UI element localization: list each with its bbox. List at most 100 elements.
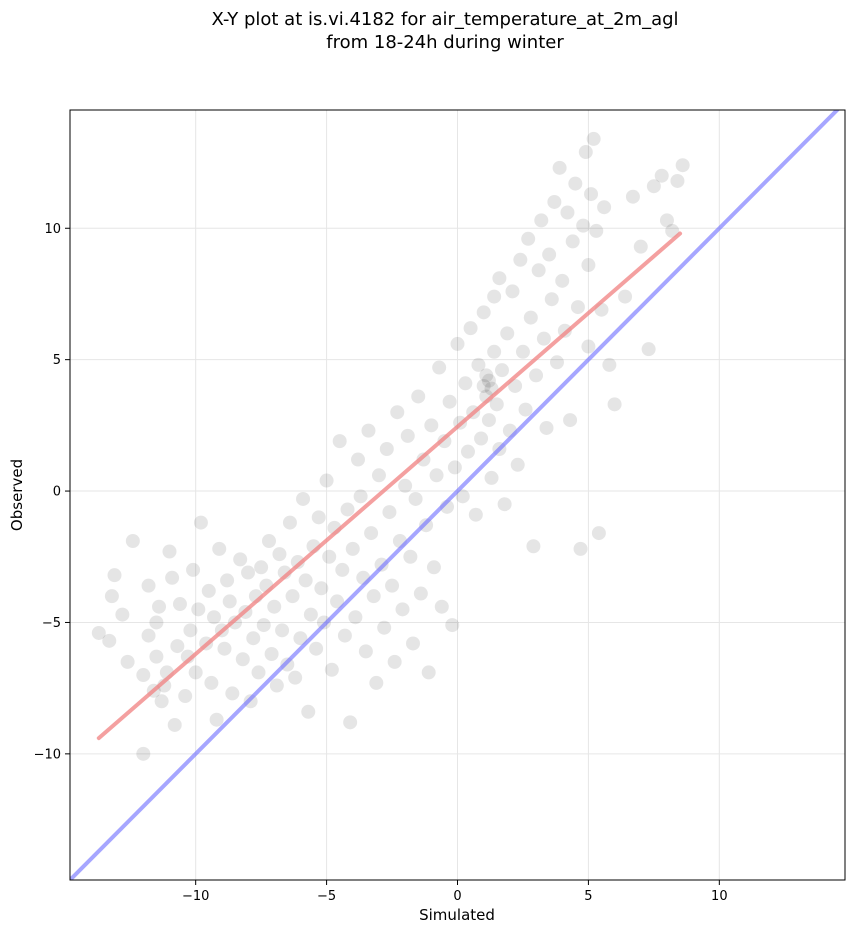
data-point xyxy=(107,568,122,583)
data-point xyxy=(455,489,470,504)
data-point xyxy=(186,562,201,577)
y-tick-label: 5 xyxy=(53,353,61,368)
data-point xyxy=(542,247,557,262)
data-point xyxy=(303,607,318,622)
data-point xyxy=(178,689,193,704)
data-point xyxy=(204,675,219,690)
data-point xyxy=(400,428,415,443)
data-point xyxy=(264,646,279,661)
data-point xyxy=(136,746,151,761)
data-point xyxy=(193,515,208,530)
data-point xyxy=(293,631,308,646)
data-point xyxy=(578,145,593,160)
data-point xyxy=(301,704,316,719)
data-point xyxy=(474,431,489,446)
data-point xyxy=(403,549,418,564)
data-point xyxy=(377,620,392,635)
data-point xyxy=(479,368,494,383)
data-point xyxy=(351,452,366,467)
data-point xyxy=(345,541,360,556)
data-point xyxy=(481,413,496,428)
axis-ticks: −10 −5 0 5 10 −10 −5 0 5 10 xyxy=(34,222,728,904)
data-point xyxy=(468,507,483,522)
data-point xyxy=(424,418,439,433)
data-point xyxy=(348,610,363,625)
data-point xyxy=(298,573,313,588)
data-point xyxy=(476,305,491,320)
data-point xyxy=(309,641,324,656)
data-point xyxy=(405,636,420,651)
x-tick-label: −10 xyxy=(182,889,209,904)
data-point xyxy=(235,652,250,667)
data-point xyxy=(285,589,300,604)
x-axis-label: Simulated xyxy=(419,906,495,924)
data-point xyxy=(125,533,140,548)
data-point xyxy=(324,662,339,677)
data-point xyxy=(508,378,523,393)
data-point xyxy=(489,397,504,412)
data-point xyxy=(183,623,198,638)
data-point xyxy=(201,583,216,598)
y-tick-label: −5 xyxy=(42,616,61,631)
data-point xyxy=(523,310,538,325)
data-point xyxy=(332,434,347,449)
data-point xyxy=(570,300,585,315)
data-point xyxy=(91,625,106,640)
data-point xyxy=(513,252,528,267)
data-point xyxy=(646,179,661,194)
data-point xyxy=(330,594,345,609)
data-point xyxy=(222,594,237,609)
data-point xyxy=(288,670,303,685)
data-point xyxy=(172,597,187,612)
data-point xyxy=(154,694,169,709)
data-point xyxy=(149,615,164,630)
data-point xyxy=(364,526,379,541)
data-point xyxy=(500,326,515,341)
data-point xyxy=(602,357,617,372)
data-point xyxy=(641,342,656,357)
data-point xyxy=(549,355,564,370)
data-point xyxy=(471,357,486,372)
data-point xyxy=(371,468,386,483)
data-point xyxy=(209,712,224,727)
data-point xyxy=(167,717,182,732)
data-point xyxy=(416,452,431,467)
x-tick-label: 5 xyxy=(584,889,592,904)
data-point xyxy=(576,218,591,233)
data-point xyxy=(246,631,261,646)
data-point xyxy=(429,468,444,483)
data-point xyxy=(675,158,690,173)
data-point xyxy=(505,284,520,299)
data-point xyxy=(518,402,533,417)
data-point xyxy=(162,544,177,559)
data-point xyxy=(395,602,410,617)
data-point xyxy=(560,205,575,220)
y-tick-label: −10 xyxy=(34,747,61,762)
data-point xyxy=(225,686,240,701)
data-point xyxy=(510,457,525,472)
data-point xyxy=(597,200,612,215)
data-point xyxy=(460,444,475,459)
data-point xyxy=(141,628,156,643)
data-point xyxy=(555,273,570,288)
y-tick-label: 0 xyxy=(53,485,61,500)
data-point xyxy=(568,176,583,191)
identity-line xyxy=(70,110,840,880)
data-point xyxy=(322,549,337,564)
data-point xyxy=(408,491,423,506)
data-point xyxy=(411,389,426,404)
data-point xyxy=(275,623,290,638)
data-point xyxy=(591,526,606,541)
data-point xyxy=(573,541,588,556)
x-tick-label: −5 xyxy=(317,889,336,904)
data-point xyxy=(398,478,413,493)
data-point xyxy=(319,473,334,488)
data-point xyxy=(476,378,491,393)
chart-title: X-Y plot at is.vi.4182 for air_temperatu… xyxy=(0,8,854,54)
data-point xyxy=(379,442,394,457)
data-point xyxy=(207,610,222,625)
data-point xyxy=(447,460,462,475)
data-point xyxy=(361,423,376,438)
data-point xyxy=(581,339,596,354)
